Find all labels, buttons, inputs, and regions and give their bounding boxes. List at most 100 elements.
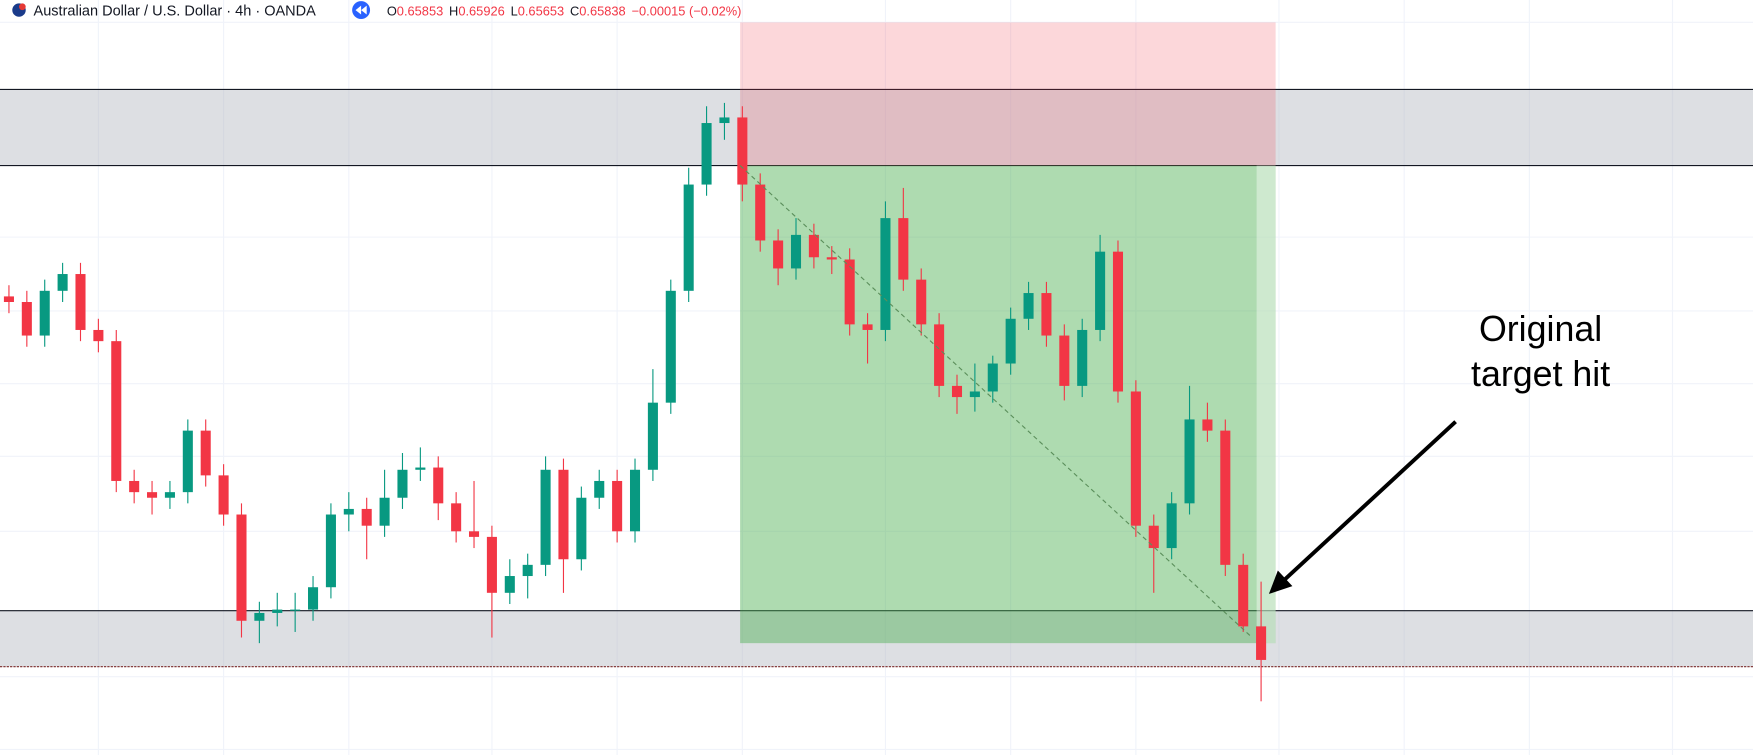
candle-body (844, 259, 855, 325)
candle-body (1059, 335, 1070, 386)
candle-body (1005, 318, 1016, 364)
candle-body (701, 123, 712, 185)
candle-body (379, 497, 390, 526)
candle-body (826, 257, 837, 260)
candle-body (576, 497, 587, 560)
candle-body (343, 508, 354, 515)
candle-body (200, 430, 211, 476)
candle-body (647, 402, 658, 470)
candle-body (862, 324, 873, 330)
candle-body (987, 363, 998, 392)
candle-body (808, 234, 819, 258)
candle-body (1077, 329, 1088, 386)
candle-body (540, 469, 551, 565)
ohlc-label: O (387, 4, 397, 19)
annotation: Original (1479, 309, 1602, 349)
ohlc-value: 0.65926 (458, 4, 504, 19)
candle-body (1023, 293, 1034, 319)
candle-body (969, 391, 980, 398)
ohlc-value: 0.65838 (579, 4, 625, 19)
arrow-shaft (1278, 420, 1457, 586)
trade-path (739, 165, 1253, 638)
change: −0.00015 (631, 4, 685, 19)
candle-body (308, 587, 319, 610)
candle-body (504, 576, 515, 593)
candle-body (218, 475, 229, 515)
candle-body (3, 296, 14, 302)
candle-body (182, 430, 193, 493)
candle-body (665, 290, 676, 403)
candle-body (755, 184, 766, 241)
zones (0, 88, 1753, 668)
candle-body (1184, 419, 1195, 504)
candle-body (468, 531, 480, 537)
target-zone (740, 165, 1276, 644)
candle-body (415, 467, 426, 470)
candle-body (773, 240, 784, 269)
candle-body (111, 341, 122, 481)
candle-body (57, 274, 68, 291)
candle-body (1148, 525, 1159, 549)
candle-body (75, 274, 86, 330)
candle-body (21, 302, 32, 336)
candle-body (558, 469, 569, 560)
candle-body (486, 536, 497, 593)
candle-body (629, 469, 641, 532)
candle-body (433, 467, 444, 504)
candle-body (290, 609, 301, 611)
candle-body (594, 480, 605, 498)
ohlc-value: 0.65853 (397, 4, 443, 19)
candle-body (93, 329, 104, 342)
candle-body (898, 218, 909, 280)
candle-body (951, 385, 963, 398)
candle-body (1112, 251, 1124, 392)
candle-body (1220, 430, 1231, 565)
ohlc-label: H (449, 4, 458, 19)
candle-body (272, 609, 283, 613)
candle-body (1130, 391, 1141, 526)
ohlc-label: C (570, 4, 579, 19)
candle-body (397, 469, 408, 498)
replay-icon (355, 5, 367, 15)
symbol-title: Australian Dollar / U.S. Dollar · 4h · O… (34, 4, 317, 20)
change-percent: (−0.02%) (689, 4, 741, 19)
candle-body (1166, 503, 1177, 549)
candles (3, 102, 1267, 702)
stop-zone (740, 22, 1276, 166)
candle-body (164, 492, 175, 498)
ohlc-label: L (511, 4, 518, 19)
candle-body (1202, 419, 1213, 431)
ohlc-value: 0.65653 (518, 4, 564, 19)
candle-body (1256, 626, 1267, 660)
candle-body (451, 503, 462, 532)
zone (0, 89, 1753, 166)
target-reached-strip (1256, 165, 1276, 644)
position-tool (740, 22, 1276, 644)
header: Australian Dollar / U.S. Dollar · 4h · O… (12, 1, 741, 20)
candle-body (236, 514, 247, 621)
candle-body (522, 564, 533, 577)
flag-icon (19, 3, 26, 11)
candle-body (1238, 564, 1249, 627)
candle-body (934, 324, 945, 386)
candle-body (254, 612, 265, 621)
candle-body (1041, 293, 1052, 336)
candle-body (880, 218, 891, 330)
candle-body (129, 480, 140, 493)
candle-body (361, 508, 372, 526)
candle-body (147, 492, 158, 498)
candle-body (790, 234, 802, 269)
candle-body (325, 514, 336, 588)
candle-body (39, 290, 50, 336)
annotation: target hit (1471, 354, 1610, 394)
candle-body (719, 117, 730, 124)
candle-body (737, 117, 748, 185)
candle-body (916, 279, 927, 325)
ohlc-readout: O0.65853 H0.65926 L0.65653 C0.65838 −0.0… (387, 4, 742, 19)
candle-body (1095, 251, 1106, 330)
candle-body (612, 480, 623, 532)
overlay: Original target hit (739, 165, 1610, 638)
